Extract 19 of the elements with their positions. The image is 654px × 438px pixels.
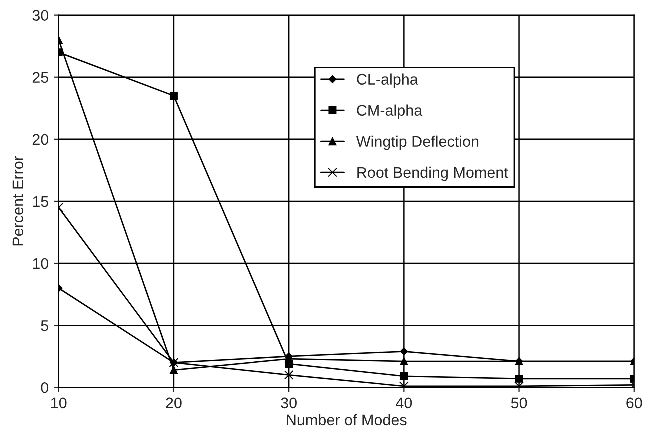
y-tick-label: 15 [33, 196, 48, 208]
y-tick-label: 25 [32, 72, 48, 84]
y-tick-label: 20 [32, 134, 49, 146]
y-tick-label: 0 [41, 382, 49, 394]
y-axis-title: Percent Error [12, 156, 24, 246]
x-axis-title: Number of Modes [287, 414, 407, 426]
x-tick-label: 20 [166, 398, 182, 409]
legend-label: Root Bending Moment [358, 166, 508, 182]
y-tick-label: 10 [33, 258, 49, 270]
y-tick-label: 30 [32, 10, 49, 22]
x-tick-label: 40 [396, 398, 412, 409]
legend-label: CL-alpha [357, 74, 418, 88]
x-tick-label: 50 [511, 398, 528, 409]
legend-label: CM-alpha [357, 104, 423, 120]
x-tick-label: 10 [52, 398, 67, 409]
legend-label: Wingtip Deflection [356, 136, 479, 150]
x-tick-label: 30 [281, 398, 297, 409]
y-tick-label: 5 [41, 320, 48, 332]
x-tick-label: 60 [626, 398, 642, 409]
